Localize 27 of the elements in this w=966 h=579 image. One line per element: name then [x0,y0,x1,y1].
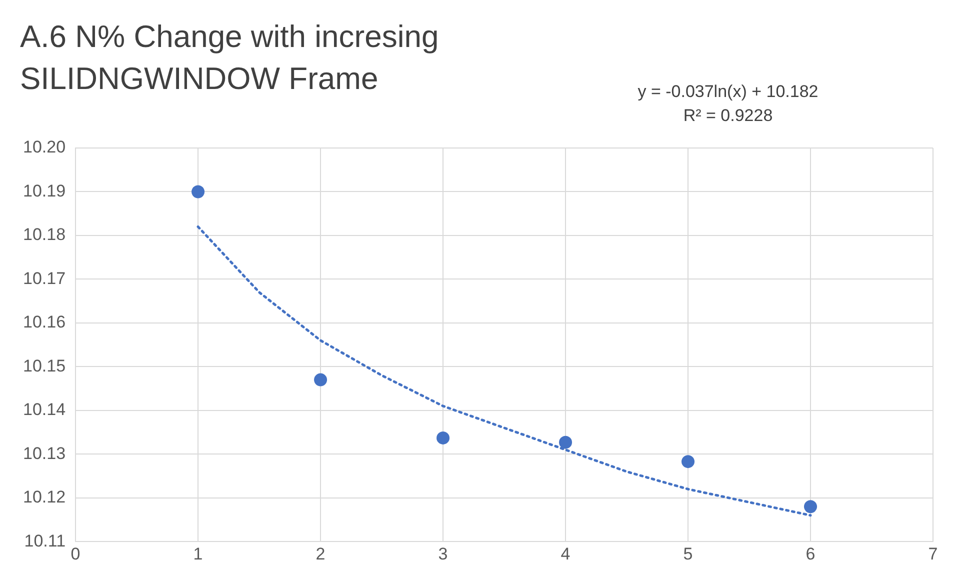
x-tick-label: 3 [438,544,448,564]
y-tick-label: 10.19 [22,181,66,200]
text: y = -0.037ln(x) + 10.182 [636,81,820,103]
x-tick-label: 5 [683,544,693,564]
x-tick-label: 4 [560,544,570,564]
point [804,500,818,514]
y-tick-label: 10.11 [24,531,66,550]
y-tick-label: 10.12 [22,488,66,507]
y-tick-label: 10.14 [22,400,66,420]
point [192,185,205,198]
y-tick-label: 10.18 [22,225,66,244]
point [314,373,328,386]
y-tick-label: 10.16 [22,312,66,332]
y-tick-label: 10.17 [22,268,66,288]
x-tick-label: 0 [70,544,80,564]
chart-title: A.6 N% Change with incresing SILIDNGWINDOW Frame [20,18,440,98]
x-tick-label: 1 [193,544,203,564]
point [436,431,450,444]
y-tick-label: 10.13 [22,444,66,463]
x-tick-label: 6 [806,544,816,564]
point [682,455,695,468]
x-tick-label: 7 [928,544,938,564]
y-tick-label: 10.15 [22,356,66,376]
y-tick-label: 10.20 [22,138,66,157]
x-tick-label: 2 [316,544,326,564]
point [559,436,572,449]
text: R² = 0.9228 [682,105,774,127]
